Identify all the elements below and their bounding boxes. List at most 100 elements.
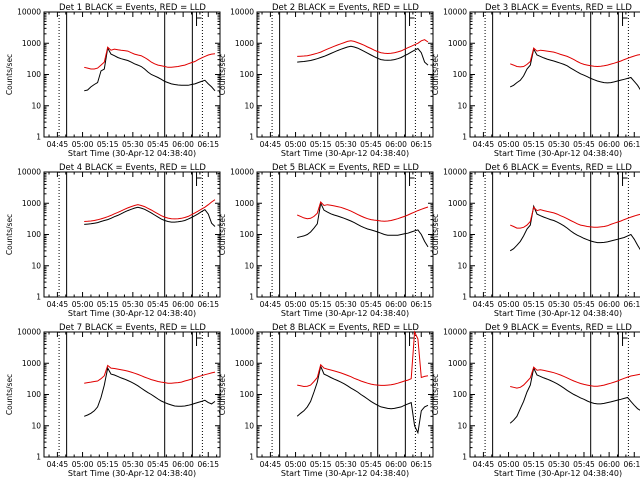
x-tick-label: 05:00 — [72, 300, 94, 309]
x-tick-label: 05:30 — [122, 300, 144, 309]
y-tick-label: 1 — [36, 133, 41, 142]
y-tick-label: 1 — [249, 293, 254, 302]
x-tick-label: 06:15 — [410, 460, 432, 469]
y-tick-label: 10000 — [17, 8, 41, 17]
x-axis-label: Start Time (30-Apr-12 04:38:40) — [281, 309, 409, 318]
panel-title: Det 6 BLACK = Events, RED = LLD — [485, 163, 632, 173]
x-tick-label: 05:15 — [97, 140, 119, 149]
y-tick-label: 1 — [36, 453, 41, 462]
y-tick-label: 100 — [240, 390, 255, 399]
x-tick-label: 05:15 — [523, 140, 545, 149]
series-line-lld — [510, 206, 640, 229]
y-axis-label: Counts/sec — [5, 214, 14, 255]
x-tick-label: 06:00 — [172, 300, 194, 309]
y-tick-label: 100 — [453, 390, 468, 399]
x-tick-label: 05:15 — [523, 460, 545, 469]
y-tick-label: 100 — [27, 230, 42, 239]
x-tick-label: 04:45 — [47, 140, 69, 149]
x-tick-label: 05:30 — [548, 140, 570, 149]
y-tick-label: 100 — [240, 230, 255, 239]
x-tick-label: 04:45 — [260, 140, 282, 149]
lld-marker — [196, 172, 202, 186]
series-line-lld — [297, 330, 429, 388]
x-tick-label: 06:15 — [197, 140, 219, 149]
y-tick-label: 100 — [453, 230, 468, 239]
x-tick-label: 06:00 — [598, 300, 620, 309]
plot-frame — [43, 331, 221, 458]
x-tick-label: 06:15 — [623, 300, 640, 309]
series-line-lld — [84, 364, 216, 384]
x-tick-label: 05:00 — [498, 460, 520, 469]
y-tick-label: 10000 — [443, 328, 467, 337]
x-tick-label: 04:45 — [473, 300, 495, 309]
y-tick-label: 1000 — [235, 359, 254, 368]
x-tick-label: 04:45 — [47, 300, 69, 309]
y-tick-label: 1 — [462, 293, 467, 302]
panel-det-2: Det 2 BLACK = Events, RED = LLD 1 10 100 100… — [218, 3, 434, 158]
panel-det-8: Det 8 BLACK = Events, RED = LLD 1 10 100 100… — [218, 323, 434, 478]
panel-det-5: Det 5 BLACK = Events, RED = LLD 1 10 100 100… — [218, 163, 434, 318]
x-tick-label: 04:45 — [260, 300, 282, 309]
panel-det-4: Det 4 BLACK = Events, RED = LLD 1 10 100 100… — [5, 163, 221, 318]
series-line-events — [84, 366, 216, 417]
lld-marker — [622, 12, 628, 26]
series-line-events — [297, 45, 429, 66]
x-axis-label: Start Time (30-Apr-12 04:38:40) — [68, 149, 196, 158]
y-tick-label: 1000 — [448, 199, 467, 208]
y-tick-label: 1000 — [235, 199, 254, 208]
y-tick-label: 1000 — [22, 39, 41, 48]
x-axis-label: Start Time (30-Apr-12 04:38:40) — [281, 469, 409, 478]
y-axis-label: Counts/sec — [218, 374, 227, 415]
plot-frame — [43, 171, 221, 298]
y-tick-label: 1000 — [22, 199, 41, 208]
x-tick-label: 05:45 — [147, 140, 169, 149]
y-tick-label: 10 — [31, 261, 41, 270]
y-tick-label: 1 — [462, 453, 467, 462]
series-line-events — [84, 206, 216, 227]
x-tick-label: 05:30 — [335, 140, 357, 149]
y-axis-label: Counts/sec — [5, 54, 14, 95]
x-tick-label: 04:45 — [47, 460, 69, 469]
series-line-lld — [84, 199, 216, 222]
lld-marker — [196, 12, 202, 26]
y-tick-label: 1000 — [448, 359, 467, 368]
y-tick-label: 10 — [31, 101, 41, 110]
x-tick-label: 05:00 — [72, 140, 94, 149]
series-line-events — [509, 204, 640, 252]
x-tick-label: 06:15 — [623, 140, 640, 149]
x-tick-label: 05:30 — [548, 300, 570, 309]
x-tick-label: 05:00 — [498, 300, 520, 309]
panel-title: Det 1 BLACK = Events, RED = LLD — [59, 3, 206, 13]
y-tick-label: 100 — [27, 390, 42, 399]
y-tick-label: 100 — [453, 70, 468, 79]
series-line-events — [297, 201, 429, 248]
x-tick-label: 06:15 — [197, 460, 219, 469]
y-tick-label: 10 — [457, 261, 467, 270]
panel-title: Det 7 BLACK = Events, RED = LLD — [59, 323, 206, 333]
y-tick-label: 1000 — [22, 359, 41, 368]
x-tick-label: 05:30 — [122, 460, 144, 469]
x-tick-label: 06:00 — [385, 460, 407, 469]
lld-marker — [622, 172, 628, 186]
x-tick-label: 06:00 — [598, 140, 620, 149]
x-tick-label: 05:15 — [310, 140, 332, 149]
y-tick-label: 1 — [249, 453, 254, 462]
lld-marker — [409, 12, 415, 26]
y-tick-label: 10 — [244, 421, 254, 430]
x-tick-label: 05:15 — [310, 460, 332, 469]
x-tick-label: 05:30 — [335, 460, 357, 469]
x-axis-label: Start Time (30-Apr-12 04:38:40) — [494, 469, 622, 478]
x-tick-label: 05:00 — [285, 460, 307, 469]
x-tick-label: 05:15 — [97, 300, 119, 309]
y-tick-label: 10 — [244, 261, 254, 270]
panel-det-1: Det 1 BLACK = Events, RED = LLD 1 10 100 100… — [5, 3, 221, 158]
x-tick-label: 05:45 — [147, 460, 169, 469]
x-tick-label: 05:15 — [523, 300, 545, 309]
lld-marker — [409, 172, 415, 186]
y-tick-label: 10000 — [230, 8, 254, 17]
plot-frame — [256, 171, 434, 298]
x-tick-label: 06:00 — [598, 460, 620, 469]
y-axis-label: Counts/sec — [5, 374, 14, 415]
x-axis-label: Start Time (30-Apr-12 04:38:40) — [494, 309, 622, 318]
